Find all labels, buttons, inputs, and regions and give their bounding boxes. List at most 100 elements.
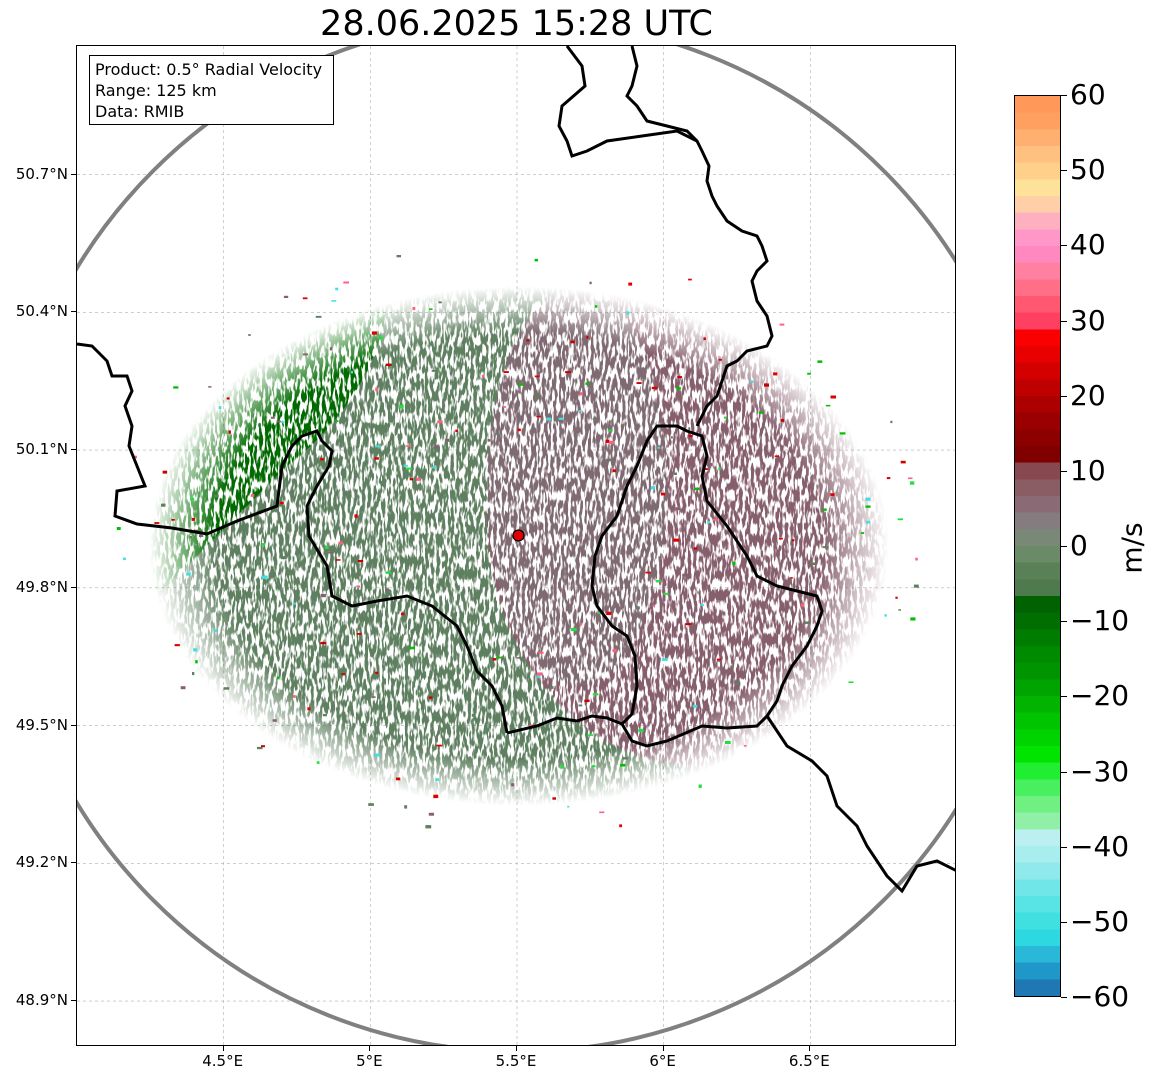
velocity-speck [257,746,263,750]
velocity-speck [303,353,308,356]
velocity-speck [735,681,740,685]
velocity-speck [354,514,358,518]
radar-map-canvas [77,46,955,1045]
velocity-speck [895,596,898,599]
velocity-speck [173,386,179,389]
velocity-speck [385,588,390,591]
velocity-speck [579,392,583,396]
velocity-speck [385,571,392,574]
velocity-speck [579,409,582,412]
velocity-speck [190,497,195,501]
colorbar [1014,95,1061,997]
colorbar-tick [1061,771,1067,773]
velocity-speck [549,686,554,689]
velocity-speck [636,606,640,610]
velocity-speck [822,546,829,549]
velocity-speck [455,429,458,433]
echo-inbound-band [237,249,417,346]
lon-tick [516,1046,517,1051]
colorbar-tick-label: 30 [1070,303,1106,337]
velocity-speck [431,619,438,621]
velocity-speck [371,696,376,698]
velocity-speck [860,532,865,534]
velocity-speck [436,744,442,747]
velocity-speck [357,560,364,563]
colorbar-tick-label: 10 [1070,453,1106,487]
velocity-speck [356,633,362,635]
velocity-speck [825,404,831,407]
velocity-speck [569,660,572,663]
lat-tick [71,311,76,313]
border-france-germany [765,715,955,894]
velocity-speck [386,363,392,366]
velocity-speck [329,347,333,351]
velocity-speck [511,783,515,787]
velocity-speck [693,547,698,550]
velocity-speck [180,686,186,690]
velocity-speck [404,805,408,809]
velocity-speck [261,575,268,579]
velocity-speck [865,497,871,501]
velocity-speck [915,557,918,561]
velocity-speck [638,728,644,733]
border-luxembourg [506,424,824,748]
velocity-speck [481,374,485,378]
velocity-speck [570,340,575,344]
velocity-speck [676,387,681,390]
velocity-speck [628,282,633,286]
velocity-speck [154,522,160,524]
velocity-speck [652,604,655,607]
velocity-speck [537,675,541,679]
velocity-speck [161,503,166,507]
velocity-speck [692,704,698,708]
velocity-speck [412,306,416,311]
velocity-speck [507,648,511,650]
lon-tick [809,1046,811,1051]
velocity-speck [560,377,564,380]
velocity-speck [592,693,599,696]
velocity-speck [162,470,168,474]
velocity-speck [584,699,590,702]
info-box: Product: 0.5° Radial Velocity Range: 125… [89,55,334,125]
colorbar-tick [1061,395,1067,397]
colorbar-tick [1061,470,1067,472]
velocity-speck [174,644,180,647]
colorbar-tick-label: −20 [1070,679,1130,713]
border-belgium-germany [625,46,774,427]
lat-tick [71,862,76,864]
velocity-speck [335,287,339,291]
velocity-speck [597,612,603,615]
border-belgium-france [77,342,509,734]
velocity-speck [433,794,439,799]
velocity-speck [406,467,412,470]
velocity-speck [700,604,704,606]
velocity-speck [350,370,353,374]
velocity-speck [395,777,401,781]
velocity-speck [605,439,610,443]
velocity-speck [409,478,414,481]
velocity-speck [713,518,719,521]
colorbar-tick-label: 40 [1070,228,1106,262]
velocity-speck [805,621,810,624]
velocity-speck [336,420,339,422]
velocity-speck [223,687,230,690]
colorbar-tick-label: −40 [1070,829,1130,863]
velocity-speck [438,301,442,304]
velocity-speck [900,460,906,464]
velocity-speck [657,446,661,449]
velocity-speck [406,445,412,447]
velocity-speck [428,812,434,816]
velocity-speck [375,445,381,448]
velocity-speck [571,627,577,632]
velocity-speck [663,592,669,595]
velocity-speck [213,629,217,633]
lat-tick-label: 50.7°N [15,164,68,183]
velocity-speck [848,681,854,683]
velocity-speck [546,417,552,421]
velocity-speck [214,494,219,498]
velocity-speck [492,658,497,661]
velocity-speck [558,417,563,420]
velocity-speck [409,646,415,650]
velocity-speck [800,603,805,607]
velocity-speck [403,464,408,467]
